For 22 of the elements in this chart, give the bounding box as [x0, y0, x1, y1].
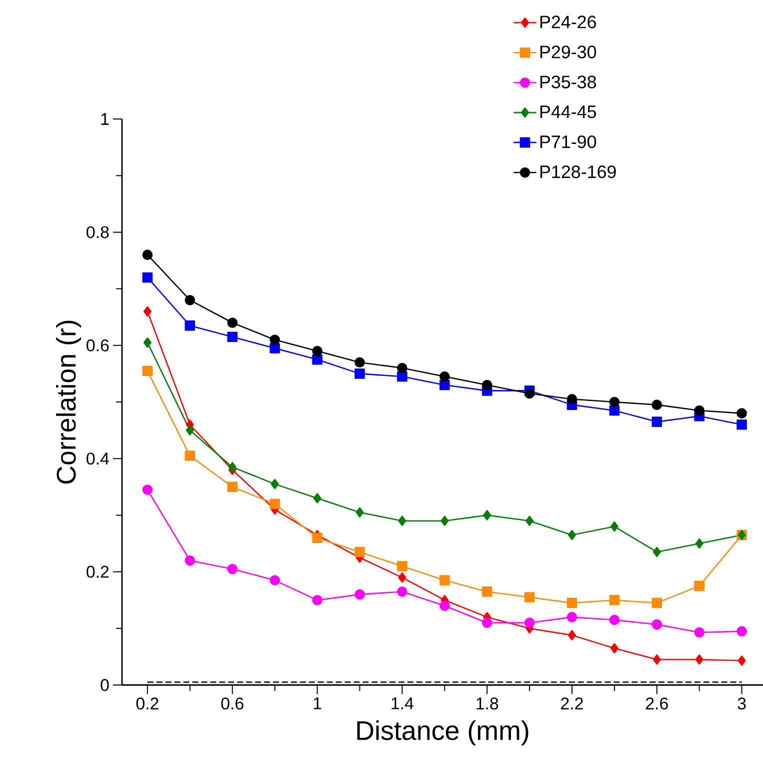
- legend-label: P35-38: [540, 76, 596, 88]
- legend-label: P24-26: [540, 16, 596, 28]
- legend-label: P71-90: [540, 135, 596, 148]
- y-tick-label: 1: [101, 113, 109, 125]
- y-axis-title: Correlation (r): [56, 320, 82, 484]
- x-axis-title: Distance (mm): [357, 720, 528, 746]
- x-tick-label: 1.8: [476, 698, 498, 710]
- y-tick-label: 0: [100, 678, 109, 691]
- y-tick-label: 0.6: [86, 339, 109, 352]
- y-tick-label: 0.4: [86, 452, 109, 465]
- x-tick-label: 2.6: [646, 698, 668, 710]
- x-tick-label: 3: [738, 698, 746, 710]
- x-tick-label: 0.6: [221, 698, 244, 710]
- legend-label: P44-45: [540, 106, 596, 118]
- x-tick-label: 0.2: [136, 698, 158, 710]
- x-tick-label: 2.2: [561, 698, 583, 710]
- y-tick-label: 0.2: [86, 566, 109, 578]
- y-tick-label: 0.8: [86, 226, 109, 238]
- legend-label: P128-169: [540, 165, 616, 178]
- legend-label: P29-30: [540, 46, 596, 58]
- x-tick-label: 1: [314, 698, 322, 710]
- x-tick-label: 1.4: [392, 698, 414, 710]
